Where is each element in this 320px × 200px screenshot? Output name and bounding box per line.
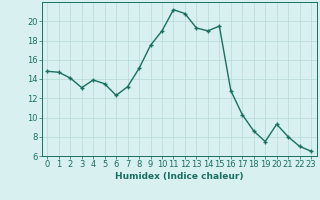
X-axis label: Humidex (Indice chaleur): Humidex (Indice chaleur) [115,172,244,181]
